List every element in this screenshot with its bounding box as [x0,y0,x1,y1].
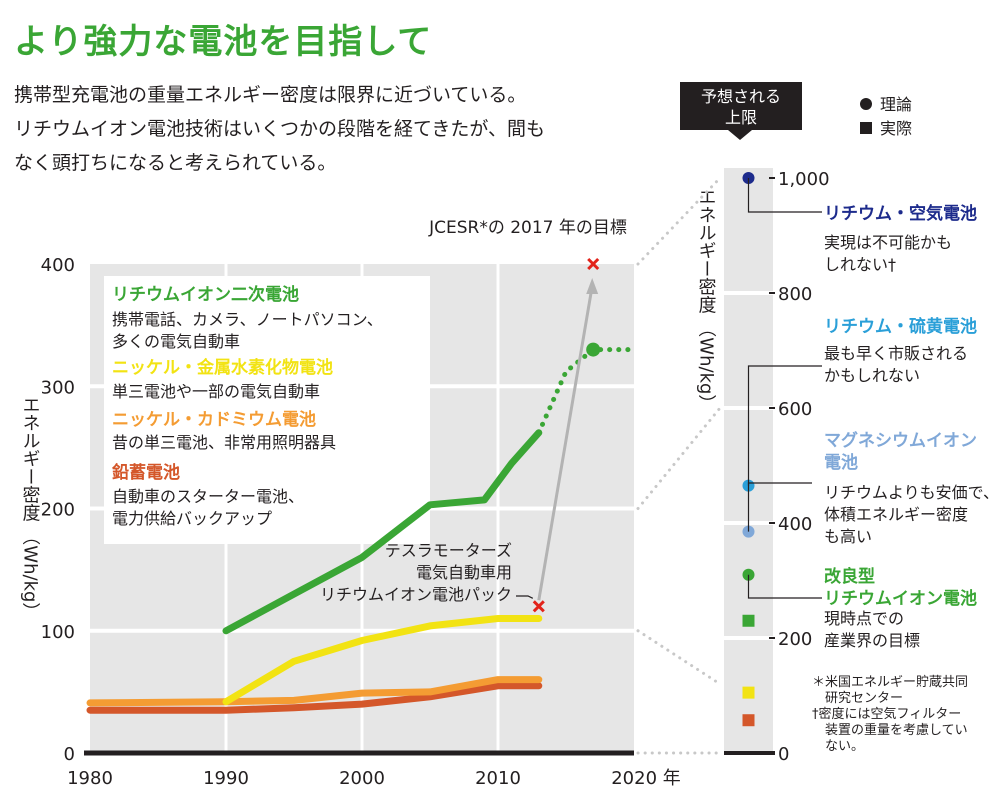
annotation-title: マグネシウムイオン [824,430,977,451]
lead-line-1: 携帯型充電池の重量エネルギー密度は限界に近づいている。 [14,84,527,106]
series-line [222,429,543,635]
tesla-marker [532,600,545,613]
annotation-body: しれない† [824,255,896,274]
limit-y-axis-label: エネルギー密度 （Wh/kg） [696,188,717,413]
series-line [86,682,543,714]
footnote-line: 研究センター [812,691,903,706]
annotation-body: 産業界の目標 [824,631,920,650]
footnote-line: ない。 [812,739,864,754]
legend-theory-marker [860,98,872,110]
limit-tick-label: 0 [778,744,789,765]
annotation-title: 改良型 [824,566,875,587]
x-tick-label: 1980 [67,768,113,789]
y-axis-label: エネルギー密度 （Wh/kg） [20,396,41,621]
annotation-title: リチウムイオン電池 [824,588,977,609]
legend-series-name: リチウムイオン二次電池 [112,284,299,305]
x-tick-label: 2010 [475,768,521,789]
y-tick-label: 400 [41,255,75,276]
limit-point-actual [742,686,755,699]
limit-header-pointer [728,130,752,140]
y-tick-label: 100 [41,622,75,643]
legend-actual-label: 実際 [880,119,912,138]
annotation-body: 最も早く市販される [824,344,968,363]
legend-actual-marker [860,122,872,134]
tesla-label: リチウムイオン電池パック [320,585,512,604]
footnote-line: †密度には空気フィルター [812,706,961,722]
x-tick-label: 2000 [339,768,385,789]
annotation-leader [747,178,822,213]
annotation-body: リチウムよりも安価で、 [824,483,999,502]
projection-point [586,342,601,357]
annotation-title: リチウム・空気電池 [824,203,977,224]
legend-theory-label: 理論 [880,95,912,114]
y-tick-label: 0 [64,744,75,765]
x-tick-label: 1990 [203,768,249,789]
annotation-leader [747,365,822,486]
tesla-label: 電気自動車用 [416,563,512,582]
legend-series-name: 鉛蓄電池 [112,462,180,483]
limit-tick-label: 600 [778,399,812,420]
legend-series-description: 自動車のスターター電池、 [112,487,304,506]
annotation-leader [747,574,822,599]
annotation-leader [747,482,812,532]
annotation-body: 体積エネルギー密度 [824,505,968,524]
legend-series-description: 電力供給バックアップ [112,509,272,528]
panel-connector [636,629,722,686]
legend-series-name: ニッケル・金属水素化物電池 [112,357,333,378]
panel-connector [636,176,722,266]
tesla-leader-line [516,595,534,599]
legend-series-description: 多くの電気自動車 [112,332,240,351]
legend-series-name: ニッケル・カドミウム電池 [112,409,316,430]
limit-header-line: 予想される [701,87,781,106]
x-tick-label: 2020 年 [611,768,681,789]
limit-header-line: 上限 [725,108,757,127]
panel-connector [636,406,722,510]
jcesr-target-marker [587,257,600,271]
annotation-body: 現時点での [824,609,904,628]
legend-series-description: 単三電池や一部の電気自動車 [112,382,320,401]
series-line [222,615,543,706]
annotation-body: 実現は不可能かも [824,233,952,252]
jcesr-target-label: JCESR*の 2017 年の目標 [428,218,627,238]
annotation-body: も高い [824,527,872,546]
limit-tick-label: 1,000 [778,169,830,190]
trend-arrow [537,285,594,601]
y-tick-label: 300 [41,377,75,398]
legend-box [104,276,430,544]
annotation-body: かもしれない [824,366,920,385]
footnote-line: ＊米国エネルギー貯蔵共同 [812,675,968,690]
page-title: より強力な電池を目指して [14,22,433,62]
limit-tick-label: 800 [778,284,812,305]
limit-point-actual [742,614,755,627]
legend-series-description: 携帯電話、カメラ、ノートパソコン、 [112,310,383,329]
trend-arrowhead [586,278,599,294]
annotation-title: リチウム・硫黄電池 [824,316,977,337]
lead-line-2: リチウムイオン電池技術はいくつかの段階を経てきたが、間も [14,118,546,140]
limit-header-box [680,82,802,130]
lead-line-3: なく頭打ちになると考えられている。 [14,152,337,174]
limit-point-actual [742,714,755,727]
tesla-label: テスラモーターズ [385,541,512,560]
y-tick-label: 200 [41,500,75,521]
annotation-title: 電池 [824,452,858,473]
footnote-line: 装置の重量を考慮してい [812,722,968,738]
limit-tick-label: 400 [778,514,812,535]
legend-series-description: 昔の単三電池、非常用照明器具 [112,433,336,452]
limit-tick-label: 200 [778,629,812,650]
